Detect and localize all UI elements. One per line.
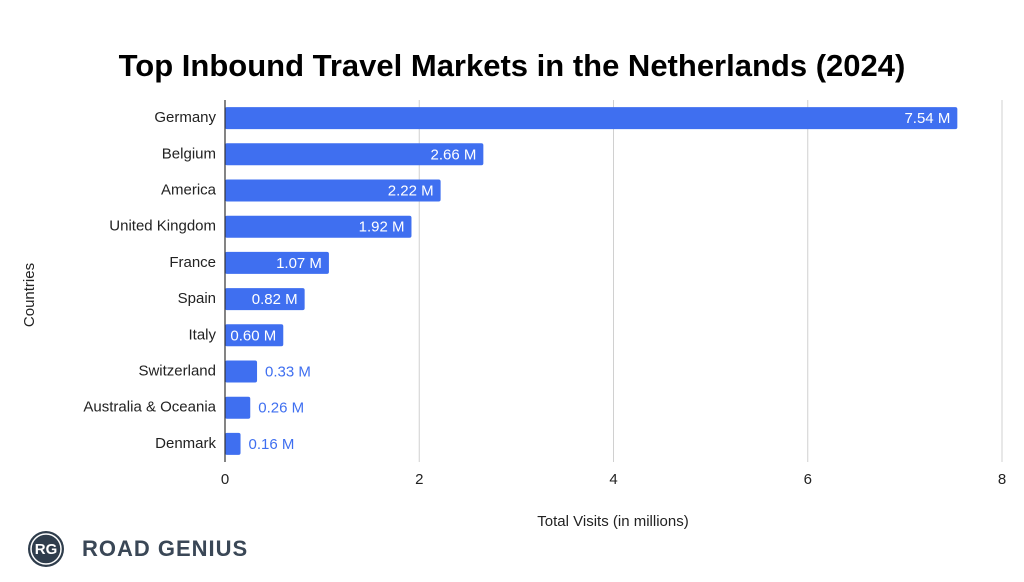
y-tick-label: Australia & Oceania: [83, 399, 216, 416]
y-tick-label: Germany: [154, 109, 216, 126]
y-tick-label: Switzerland: [138, 362, 216, 379]
bar: [225, 396, 251, 419]
data-label: 1.92 M: [359, 219, 405, 236]
data-label: 7.54 M: [904, 110, 950, 127]
bar: [225, 288, 305, 311]
bar: [225, 179, 441, 202]
y-tick-label: Belgium: [162, 145, 216, 162]
bar: [225, 324, 284, 347]
y-tick-label: Italy: [188, 326, 216, 343]
y-tick-label: United Kingdom: [109, 218, 216, 235]
x-axis-label: Total Visits (in millions): [537, 513, 688, 530]
y-axis-label: Countries: [21, 263, 38, 327]
bar: [225, 143, 484, 166]
y-tick-label: America: [161, 181, 217, 198]
data-label: 2.22 M: [388, 182, 434, 199]
y-tick-label: Spain: [178, 290, 216, 307]
bar: [225, 251, 329, 274]
y-tick-label: France: [169, 254, 216, 271]
bar: [225, 107, 958, 130]
x-tick-label: 6: [804, 471, 812, 488]
data-label: 0.26 M: [258, 400, 304, 417]
logo-initials: RG: [35, 541, 58, 558]
data-label: 1.07 M: [276, 255, 322, 272]
logo-ring: [30, 533, 62, 565]
data-label: 0.82 M: [252, 291, 298, 308]
x-tick-label: 2: [415, 471, 423, 488]
logo: RG ROAD GENIUS: [28, 531, 248, 567]
y-tick-label: Denmark: [155, 435, 216, 452]
x-tick-label: 4: [609, 471, 617, 488]
bar: [225, 432, 241, 455]
x-tick-label: 8: [998, 471, 1006, 488]
bar: [225, 360, 258, 383]
x-tick-label: 0: [221, 471, 229, 488]
logo-badge: [28, 531, 64, 567]
data-label: 0.60 M: [230, 327, 276, 344]
chart-title: Top Inbound Travel Markets in the Nether…: [119, 48, 906, 83]
bar: [225, 215, 412, 238]
data-label: 0.33 M: [265, 363, 311, 380]
data-label: 2.66 M: [430, 146, 476, 163]
logo-name: ROAD GENIUS: [82, 536, 248, 561]
data-label: 0.16 M: [249, 436, 295, 453]
plot-area: 0 2 4 6 8 Germany 7.54 M Belgium 2.66 M America 2.…: [83, 100, 1006, 488]
